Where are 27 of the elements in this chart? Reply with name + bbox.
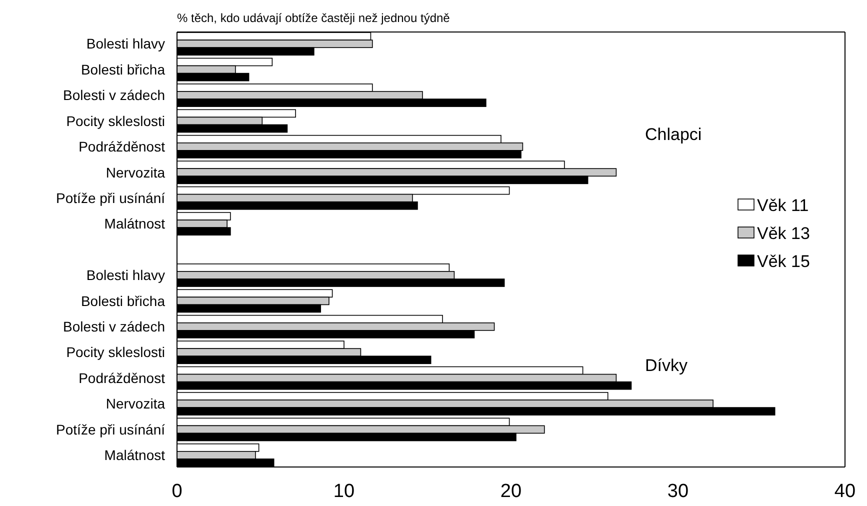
y-tick-label: Podrážděnost	[78, 138, 166, 155]
y-tick-label: Malátnost	[104, 447, 166, 464]
legend-label: Věk 13	[757, 224, 810, 243]
y-tick-label: Potíže při usínání	[56, 421, 166, 438]
x-tick-label: 0	[172, 481, 182, 502]
y-tick-label: Pocity skleslosti	[66, 344, 165, 360]
legend-label: Věk 11	[757, 196, 809, 215]
chart-title: % těch, kdo udávají obtíže častěji než jednou týdně	[177, 11, 450, 25]
annotation: Dívky	[645, 356, 688, 376]
x-tick-label: 10	[333, 481, 355, 502]
y-tick-label: Bolesti břicha	[80, 61, 166, 78]
y-tick-label: Bolesti hlavy	[86, 267, 165, 284]
x-tick-label: 40	[834, 481, 856, 502]
x-tick-label: 20	[500, 481, 522, 502]
y-tick-label: Potíže při usínání	[56, 190, 166, 206]
y-tick-label: Malátnost	[104, 216, 166, 232]
y-tick-label: Podrážděnost	[78, 370, 166, 386]
y-tick-label: Bolesti břicha	[80, 292, 166, 309]
y-tick-label: Bolesti hlavy	[86, 36, 165, 52]
y-tick-label: Bolesti v zádech	[63, 318, 165, 335]
y-tick-label: Pocity skleslosti	[66, 112, 165, 129]
annotation: Chlapci	[645, 124, 702, 144]
legend-label: Věk 15	[757, 252, 810, 271]
y-tick-label: Nervozita	[106, 396, 166, 412]
y-tick-label: Bolesti v zádech	[63, 87, 165, 104]
x-tick-label: 30	[667, 481, 689, 502]
y-tick-label: Nervozita	[106, 164, 166, 180]
